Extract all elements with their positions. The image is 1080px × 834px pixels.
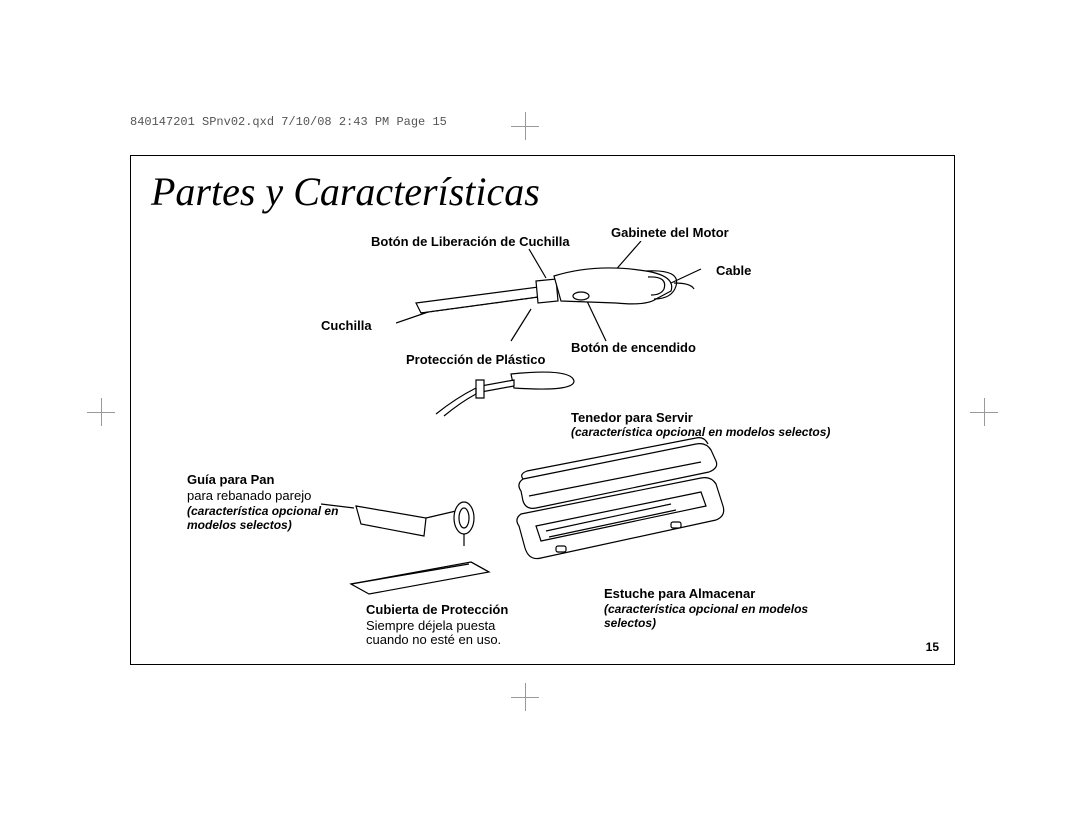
label-blade: Cuchilla xyxy=(321,318,372,333)
label-cover-sub2: cuando no esté en uso. xyxy=(366,632,501,647)
page-title: Partes y Características xyxy=(151,168,540,215)
label-bread-guide: Guía para Pan xyxy=(187,472,274,487)
print-header: 840147201 SPnv02.qxd 7/10/08 2:43 PM Pag… xyxy=(130,115,447,129)
crop-mark xyxy=(101,398,102,426)
label-bread-guide-note2: modelos selectos) xyxy=(187,518,292,532)
crop-mark xyxy=(525,683,526,711)
label-cord: Cable xyxy=(716,263,751,278)
label-plastic-guard: Protección de Plástico xyxy=(406,352,545,367)
label-case-note2: selectos) xyxy=(604,616,656,630)
case-illustration xyxy=(501,436,731,586)
label-bread-guide-sub: para rebanado parejo xyxy=(187,488,311,503)
crop-mark xyxy=(984,398,985,426)
label-storage-case: Estuche para Almacenar xyxy=(604,586,755,601)
fork-illustration xyxy=(426,366,581,421)
label-case-note1: (característica opcional en modelos xyxy=(604,602,808,616)
label-protective-cover: Cubierta de Protección xyxy=(366,602,508,617)
bread-guide-illustration xyxy=(316,476,486,556)
label-serving-fork: Tenedor para Servir xyxy=(571,410,693,425)
crop-mark xyxy=(525,112,526,140)
knife-illustration xyxy=(396,241,716,351)
cover-illustration xyxy=(341,554,496,599)
page-number: 15 xyxy=(926,640,939,654)
content-frame: Partes y Características Botón de Libera… xyxy=(130,155,955,665)
label-cover-sub1: Siempre déjela puesta xyxy=(366,618,495,633)
label-motor-housing: Gabinete del Motor xyxy=(611,225,729,240)
